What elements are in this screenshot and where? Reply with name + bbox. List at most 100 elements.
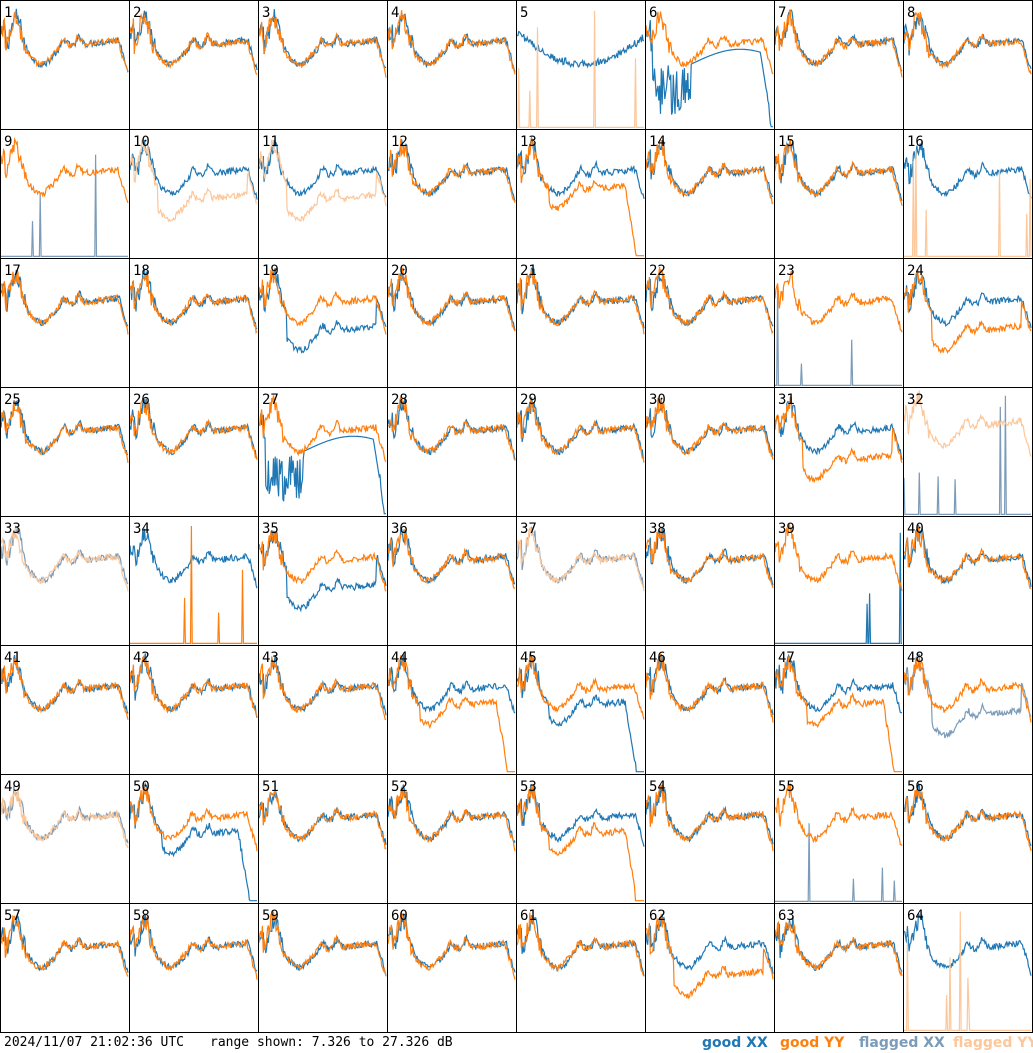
- panel-9-border: [0, 129, 130, 259]
- panel-39-xx-line: [775, 532, 902, 644]
- panel-23-yy-line: [774, 270, 903, 333]
- panel-18: 18: [129, 258, 259, 388]
- panel-35-yy-line: [258, 530, 387, 592]
- panel-45-yy-line: [516, 651, 645, 720]
- panel-20-label: 20: [391, 263, 408, 279]
- panel-3-yy-line: [258, 16, 387, 78]
- panel-29: 29: [516, 387, 646, 517]
- panel-44: 44: [387, 645, 517, 775]
- panel-11: 11: [258, 129, 388, 259]
- panel-59-yy-line: [258, 911, 387, 977]
- panel-54-label: 54: [649, 779, 666, 795]
- panel-33: 33: [0, 516, 130, 646]
- panel-63-label: 63: [778, 908, 795, 924]
- footer: 2024/11/07 21:02:36 UTC range shown: 7.3…: [0, 1033, 1033, 1053]
- panel-28-yy-line: [387, 396, 516, 461]
- panel-52: 52: [387, 774, 517, 904]
- panel-13-yy-line: [516, 137, 644, 257]
- panel-1-label: 1: [4, 5, 12, 21]
- panel-34: 34: [129, 516, 259, 646]
- panel-26-yy-line: [129, 396, 258, 460]
- panel-6-yy-line: [645, 11, 774, 75]
- panel-46: 46: [645, 645, 775, 775]
- panel-25-label: 25: [4, 392, 21, 408]
- panel-39-yy-line: [774, 523, 903, 592]
- panel-1: 1: [0, 0, 130, 130]
- panel-18-yy-line: [129, 273, 258, 335]
- panel-23: 23: [774, 258, 904, 388]
- panel-42: 42: [129, 645, 259, 775]
- panel-63-yy-line: [774, 920, 903, 977]
- panel-24: 24: [903, 258, 1033, 388]
- panel-31-yy-line: [774, 396, 903, 483]
- panel-12-yy-line: [387, 138, 516, 203]
- panel-25: 25: [0, 387, 130, 517]
- panel-31: 31: [774, 387, 904, 517]
- panel-55-label: 55: [778, 779, 795, 795]
- panel-64-label: 64: [907, 908, 924, 924]
- panel-8-label: 8: [907, 5, 915, 21]
- panel-16-xx-line: [903, 141, 1032, 199]
- panel-3: 3: [258, 0, 388, 130]
- panel-25-xx-line: [0, 399, 129, 456]
- panel-9-xx-line: [1, 154, 128, 257]
- panel-7: 7: [774, 0, 904, 130]
- panel-26-label: 26: [133, 392, 150, 408]
- panel-39: 39: [774, 516, 904, 646]
- panel-59-label: 59: [262, 908, 279, 924]
- panel-4-label: 4: [391, 5, 399, 21]
- panel-7-label: 7: [778, 5, 786, 21]
- panel-27-label: 27: [262, 392, 279, 408]
- panel-14: 14: [645, 129, 775, 259]
- panel-41-yy-line: [0, 658, 129, 720]
- panel-46-label: 46: [649, 650, 666, 666]
- panel-10: 10: [129, 129, 259, 259]
- panel-60: 60: [387, 903, 517, 1033]
- panel-9-label: 9: [4, 134, 12, 150]
- panel-64: 64: [903, 903, 1033, 1033]
- panel-22-yy-line: [645, 266, 774, 335]
- panel-12: 12: [387, 129, 517, 259]
- panel-37: 37: [516, 516, 646, 646]
- panel-59: 59: [258, 903, 388, 1033]
- panel-7-yy-line: [774, 9, 903, 78]
- panel-6-xx-line: [645, 20, 773, 128]
- panel-5-xx-line: [516, 30, 645, 69]
- panel-51-xx-line: [258, 790, 387, 846]
- panel-17-yy-line: [0, 269, 129, 335]
- panel-55: 55: [774, 774, 904, 904]
- panel-48: 48: [903, 645, 1033, 775]
- panel-51-label: 51: [262, 779, 279, 795]
- panel-4-border: [387, 0, 517, 130]
- panel-33-yy-line: [0, 525, 129, 592]
- panel-11-yy-line: [258, 139, 387, 223]
- panel-55-xx-line: [775, 823, 902, 902]
- panel-22: 22: [645, 258, 775, 388]
- panel-61: 61: [516, 903, 646, 1033]
- panel-54-yy-line: [645, 784, 774, 852]
- panel-5: 5: [516, 0, 646, 130]
- panel-49-yy-line: [0, 787, 129, 849]
- panel-29-xx-line: [516, 397, 645, 459]
- panel-19-yy-line: [258, 269, 387, 335]
- panel-3-label: 3: [262, 5, 270, 21]
- panel-2-yy-line: [129, 13, 258, 76]
- panel-35-label: 35: [262, 521, 279, 537]
- panel-13-xx-line: [516, 136, 645, 200]
- legend-flagged-xx: flagged XX: [859, 1035, 945, 1051]
- panel-21-yy-line: [516, 268, 645, 335]
- panel-43-yy-line: [258, 656, 387, 721]
- panel-16: 16: [903, 129, 1033, 259]
- panel-5-yy-line: [517, 10, 644, 128]
- panel-32-yy-line: [903, 390, 1032, 457]
- panel-42-label: 42: [133, 650, 150, 666]
- panel-29-label: 29: [520, 392, 537, 408]
- panel-5-border: [516, 0, 646, 130]
- panel-14-yy-line: [645, 139, 774, 205]
- panel-2-xx-line: [129, 10, 258, 71]
- panel-27-yy-line: [258, 395, 387, 463]
- panel-30-yy-line: [645, 397, 774, 460]
- panel-41: 41: [0, 645, 130, 775]
- panel-60-label: 60: [391, 908, 408, 924]
